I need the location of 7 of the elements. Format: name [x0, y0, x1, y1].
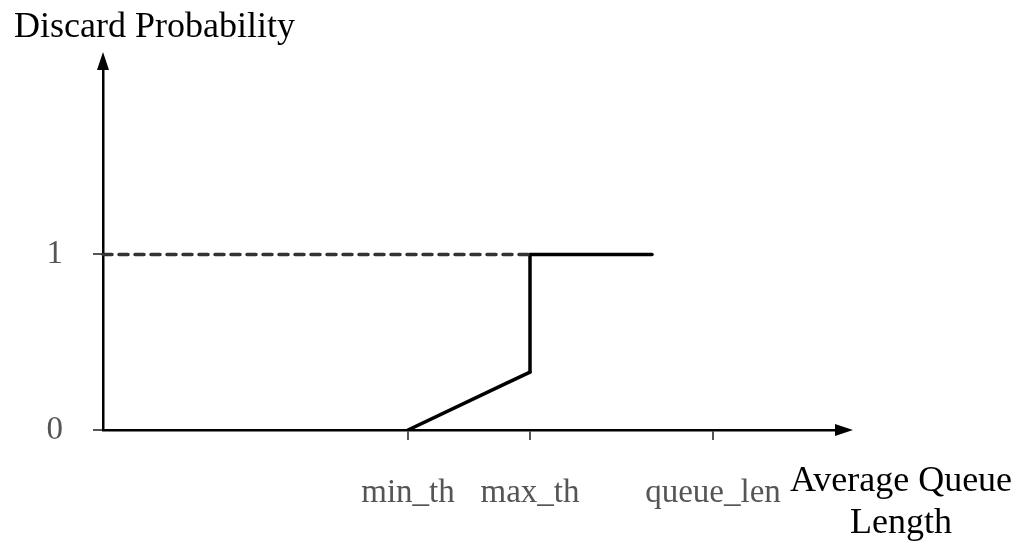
x-axis-title: Average Queue Length [789, 459, 1013, 541]
x-tick-label: queue_len [645, 473, 781, 510]
x-tick-label: min_th [361, 473, 456, 510]
x-tick-label: max_th [480, 473, 580, 510]
y-tick-label: 0 [46, 409, 63, 446]
y-tick-label: 1 [46, 234, 63, 271]
y-axis-title: Discard Probability [14, 4, 295, 46]
